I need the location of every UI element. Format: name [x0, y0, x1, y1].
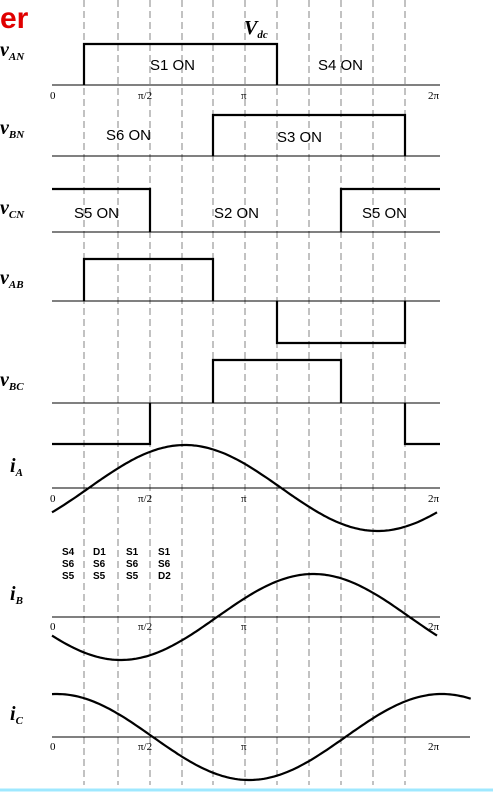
switch-cell: S4 — [62, 547, 75, 558]
label-vBN: vBN — [0, 117, 25, 141]
label-iB: iB — [10, 583, 23, 607]
tick-pi-half: π/2 — [138, 621, 152, 633]
guide-lines — [83, 0, 406, 785]
label-iC: iC — [10, 703, 24, 727]
on-label-s3: S3 ON — [277, 129, 322, 146]
label-vBC: vBC — [0, 369, 24, 393]
tick-pi-half: π/2 — [138, 493, 152, 505]
switch-cell: D2 — [158, 571, 171, 582]
waveform-vAN — [82, 42, 279, 85]
switch-cell: S1 — [158, 547, 171, 558]
waveform-iC — [51, 692, 472, 782]
tick-pi: π — [241, 741, 247, 753]
switch-cell: D1 — [93, 547, 106, 558]
switch-cell: S5 — [126, 571, 139, 582]
tick-pi-half: π/2 — [138, 741, 152, 753]
switch-cell: S6 — [62, 559, 75, 570]
tick-pi-half: π/2 — [138, 90, 152, 102]
tick-zero: 0 — [50, 621, 56, 633]
waveform-vCN-start — [52, 187, 152, 232]
tick-two-pi: 2π — [428, 493, 440, 505]
on-label-s1: S1 ON — [150, 57, 195, 74]
vdc-label: Vdc — [244, 17, 268, 41]
tick-two-pi: 2π — [428, 621, 440, 633]
tick-two-pi: 2π — [428, 90, 440, 102]
switch-cell: S5 — [93, 571, 106, 582]
waveform-vAB — [82, 257, 407, 345]
label-vAB: vAB — [0, 267, 24, 291]
tick-two-pi: 2π — [428, 741, 440, 753]
on-label-s5-right: S5 ON — [362, 205, 407, 222]
waveform-vCN-end — [339, 187, 440, 232]
title-fragment: er — [0, 2, 29, 35]
on-label-s4: S4 ON — [318, 57, 363, 74]
tick-zero: 0 — [50, 493, 56, 505]
switch-cell: S6 — [93, 559, 106, 570]
waveform-vBC — [52, 358, 440, 446]
waveform-iA — [51, 443, 438, 533]
tick-zero: 0 — [50, 90, 56, 102]
waveform-vBN — [211, 113, 407, 156]
on-label-s5-left: S5 ON — [74, 205, 119, 222]
label-vCN: vCN — [0, 197, 25, 221]
tick-pi: π — [241, 493, 247, 505]
switch-table: S4 S6 S5 D1 S6 S5 S1 S6 S5 S1 S6 D2 — [62, 547, 171, 582]
switch-cell: S5 — [62, 571, 75, 582]
label-iA: iA — [10, 455, 23, 479]
switch-cell: S1 — [126, 547, 139, 558]
switch-cell: S6 — [158, 559, 171, 570]
tick-pi: π — [241, 621, 247, 633]
tick-pi: π — [241, 90, 247, 102]
label-vAN: vAN — [0, 39, 25, 63]
on-label-s2: S2 ON — [214, 205, 259, 222]
waveform-iB — [51, 572, 438, 662]
tick-zero: 0 — [50, 741, 56, 753]
on-label-s6: S6 ON — [106, 127, 151, 144]
switch-cell: S6 — [126, 559, 139, 570]
